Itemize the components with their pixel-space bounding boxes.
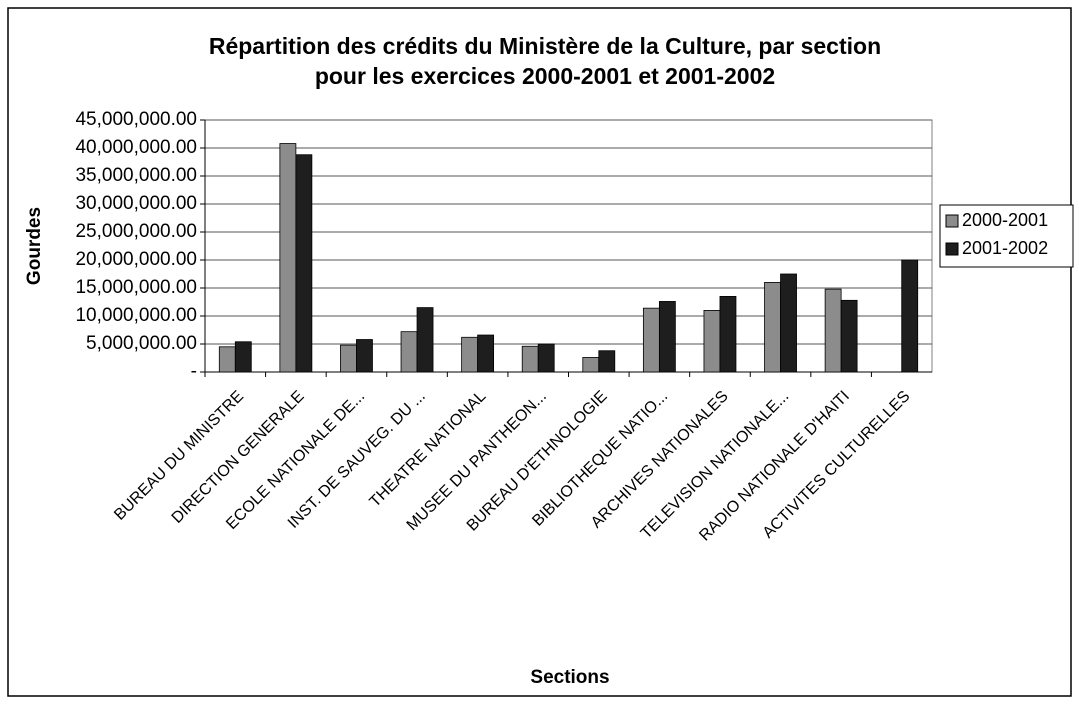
bar [582, 357, 600, 373]
bar [642, 307, 660, 373]
bar [658, 301, 676, 373]
bar [234, 341, 252, 373]
chart-title: Répartition des crédits du Ministère de … [209, 33, 881, 59]
chart-title: pour les exercices 2000-2001 et 2001-200… [315, 63, 775, 89]
bar [400, 331, 418, 373]
legend-box [939, 204, 1074, 268]
y-tick-label: 15,000,000.00 [75, 277, 197, 298]
x-axis-title: Sections [530, 667, 609, 688]
bar [719, 295, 737, 373]
bar [840, 299, 858, 373]
bar [356, 339, 373, 373]
bar [340, 344, 357, 373]
y-tick-label: 45,000,000.00 [75, 109, 197, 130]
legend-label: 2000-2001 [962, 210, 1048, 230]
y-axis-title: Gourdes [24, 207, 45, 285]
bar [295, 154, 313, 373]
bar [537, 343, 555, 373]
bar [416, 307, 434, 373]
plot-area [204, 119, 933, 373]
legend-swatch [945, 242, 959, 256]
y-tick-label: 25,000,000.00 [75, 221, 197, 242]
y-tick-label: 40,000,000.00 [75, 137, 197, 158]
bar [279, 143, 297, 373]
y-tick-label: - [191, 361, 197, 382]
bar [764, 281, 781, 373]
bar [703, 309, 721, 373]
y-tick-label: 30,000,000.00 [75, 193, 197, 214]
bar [780, 273, 797, 373]
legend-label: 2001-2002 [962, 238, 1048, 258]
bar [901, 259, 919, 373]
legend-swatch [945, 214, 959, 228]
bar [824, 288, 842, 373]
bar [477, 334, 495, 373]
y-tick-label: 5,000,000.00 [86, 333, 197, 354]
y-tick-label: 10,000,000.00 [75, 305, 197, 326]
bar [461, 336, 479, 373]
bar [218, 346, 236, 373]
bar [598, 350, 616, 373]
y-tick-label: 20,000,000.00 [75, 249, 197, 270]
bar [521, 345, 539, 373]
y-tick-label: 35,000,000.00 [75, 165, 197, 186]
